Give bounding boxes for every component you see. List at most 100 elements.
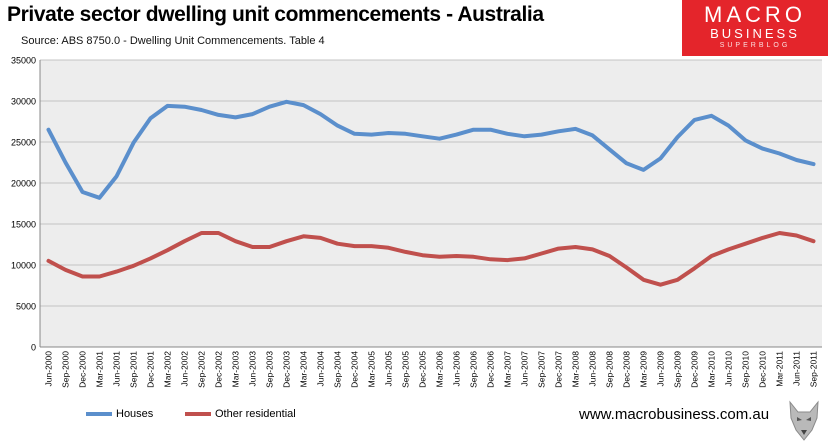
data-point [659,284,662,286]
x-tick-label: Jun-2000 [44,351,54,387]
data-point [693,119,696,121]
data-point [625,162,628,164]
x-tick-label: Jun-2004 [316,351,326,387]
data-point [761,148,764,150]
y-tick-label: 10000 [11,261,36,271]
chart-title: Private sector dwelling unit commencemen… [7,3,544,26]
x-tick-label: Dec-2010 [758,351,768,388]
x-tick-label: Dec-2009 [690,351,700,388]
x-tick-label: Dec-2003 [282,351,292,388]
y-tick-label: 15000 [11,220,36,230]
data-point [489,258,492,260]
data-point [710,255,713,257]
x-tick-label: Sep-2007 [537,351,547,388]
data-point [285,101,288,103]
x-tick-label: Jun-2009 [656,351,666,387]
data-point [472,129,475,131]
x-tick-label: Jun-2003 [248,351,258,387]
data-point [574,128,577,130]
x-tick-label: Jun-2005 [384,351,394,387]
x-tick-label: Dec-2004 [350,351,360,388]
data-point [744,243,747,245]
x-tick-label: Jun-2011 [792,351,802,386]
data-point [370,245,373,247]
data-point [319,113,322,115]
x-tick-label: Dec-2000 [78,351,88,388]
data-point [438,138,441,140]
series-line-houses [46,99,816,200]
data-point [642,169,645,171]
legend-swatch-other-residential [185,412,211,416]
data-point [234,240,237,242]
data-point [268,106,271,108]
logo-line-3: SUPERBLOG [719,42,791,49]
x-tick-label: Sep-2003 [265,351,275,388]
data-point [727,248,730,250]
data-point [251,246,254,248]
data-point [98,275,101,278]
x-tick-label: Mar-2001 [95,351,105,388]
data-point [336,243,339,245]
x-tick-label: Mar-2007 [503,351,513,388]
data-point [64,161,67,164]
data-point [336,125,339,127]
data-point [234,116,237,118]
data-point [659,157,662,159]
data-point [642,279,645,281]
data-point [149,117,152,119]
series-line-other-residential [46,231,816,287]
x-tick-label: Mar-2009 [639,351,649,388]
data-point [353,133,356,135]
x-tick-label: Sep-2005 [401,351,411,388]
legend-label-houses: Houses [116,408,154,420]
x-tick-label: Mar-2008 [571,351,581,388]
data-point [387,247,390,249]
x-tick-label: Sep-2002 [197,351,207,388]
x-tick-label: Mar-2011 [775,351,785,387]
x-tick-label: Mar-2010 [707,351,717,388]
data-point [404,251,407,253]
data-point [608,255,611,257]
data-point [149,257,152,259]
data-point [166,105,169,107]
data-point [319,237,322,239]
data-point [387,132,390,134]
data-point [353,245,356,247]
data-point [540,134,543,136]
x-tick-label: Mar-2002 [163,351,173,388]
x-axis: Jun-2000 Sep-2000 Dec-2000 Mar-2001 Jun-2001… [40,346,822,388]
x-tick-label: Dec-2007 [554,351,564,388]
data-point [81,191,84,193]
data-point [285,240,288,242]
macrobusiness-logo: MACRO BUSINESS SUPERBLOG [682,0,828,56]
data-point [523,135,526,137]
data-point [727,125,730,127]
data-point [132,265,135,267]
legend-item-houses: Houses [86,407,186,421]
data-point [591,248,594,250]
y-tick-label: 5000 [16,302,36,312]
data-point [47,129,50,131]
data-point [693,267,696,269]
x-tick-label: Sep-2009 [673,351,683,388]
x-tick-label: Dec-2008 [622,351,632,388]
data-point [438,256,441,258]
x-tick-label: Sep-2004 [333,351,343,388]
data-point [574,246,577,248]
data-point [761,237,764,239]
x-tick-label: Jun-2001 [112,351,122,387]
data-point [183,106,186,108]
data-point [404,133,407,135]
data-point [591,134,594,136]
gridlines [40,59,822,348]
data-point [47,260,50,262]
x-tick-label: Dec-2001 [146,351,156,388]
data-point [557,130,560,132]
x-tick-label: Dec-2006 [486,351,496,388]
data-point [489,129,492,131]
legend-label-other-residential: Other residential [215,408,296,420]
x-tick-label: Dec-2002 [214,351,224,388]
data-point [217,232,220,234]
data-point [302,104,305,106]
logo-line-1: MACRO [704,2,806,27]
